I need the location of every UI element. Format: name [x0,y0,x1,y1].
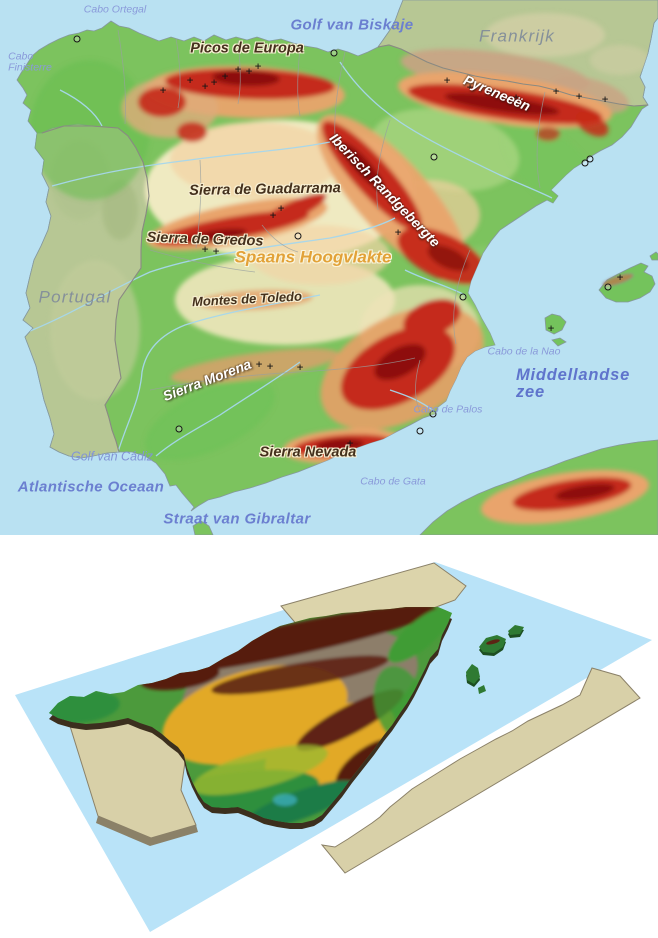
map3d-svg [15,562,652,932]
province-borders [117,29,546,413]
river-ebro [339,61,553,199]
menorca [649,251,658,261]
river-segura [389,389,436,413]
river-duero [51,141,331,187]
ibiza [544,313,567,335]
country-borders [41,44,649,453]
balearic-islands [544,251,658,347]
river-mino [59,89,103,127]
balearics-3d [466,625,524,694]
africa-plate [320,667,641,874]
border-france-spain [377,44,649,107]
africa-coast [192,439,658,535]
formentera [551,337,567,347]
river-guadalquivir [155,361,301,457]
portugal-plate-side [96,816,198,846]
mallorca [598,262,656,303]
ceuta-peninsula [192,520,214,535]
map2d-base-svg [0,0,658,535]
river-guadiana [117,294,321,453]
river-jucar [404,269,466,296]
border-portugal-spain [41,125,150,453]
topo-map-2d: + + + + + + + + + + + + + + + + + + + + + + + + + + Cabo Ortegal C… [0,0,658,535]
rivers [29,61,553,457]
relief-3d-view [0,555,658,938]
river-tajo [29,217,396,332]
